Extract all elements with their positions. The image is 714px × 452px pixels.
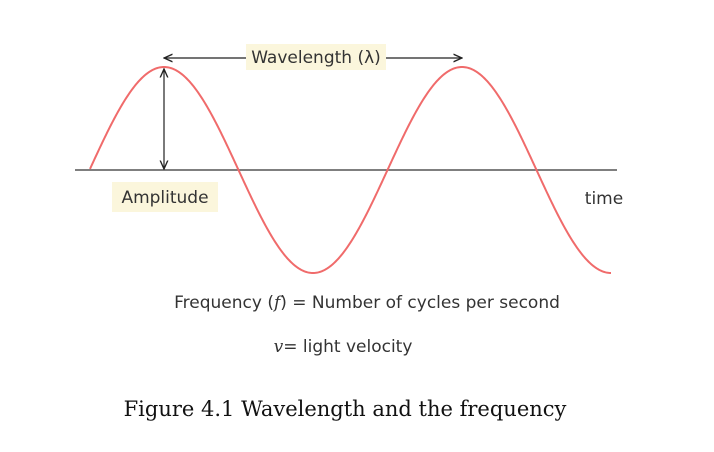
frequency-suffix: ) = Number of cycles per second	[280, 293, 560, 313]
amplitude-label-background	[112, 182, 218, 212]
frequency-symbol: f	[272, 293, 283, 313]
velocity-symbol: v	[274, 337, 284, 357]
velocity-suffix: = light velocity	[283, 337, 412, 357]
amplitude-label: Amplitude	[121, 188, 208, 208]
wavelength-label: Wavelength (λ)	[251, 48, 381, 68]
time-axis-label: time	[585, 189, 623, 209]
sine-wave	[89, 65, 612, 275]
frequency-formula: Frequency (f) = Number of cycles per sec…	[174, 293, 560, 313]
velocity-formula: v= light velocity	[274, 337, 413, 357]
wavelength-label-background	[246, 44, 386, 70]
frequency-prefix: Frequency (	[174, 293, 274, 313]
figure-caption: Figure 4.1 Wavelength and the frequency	[124, 397, 567, 421]
